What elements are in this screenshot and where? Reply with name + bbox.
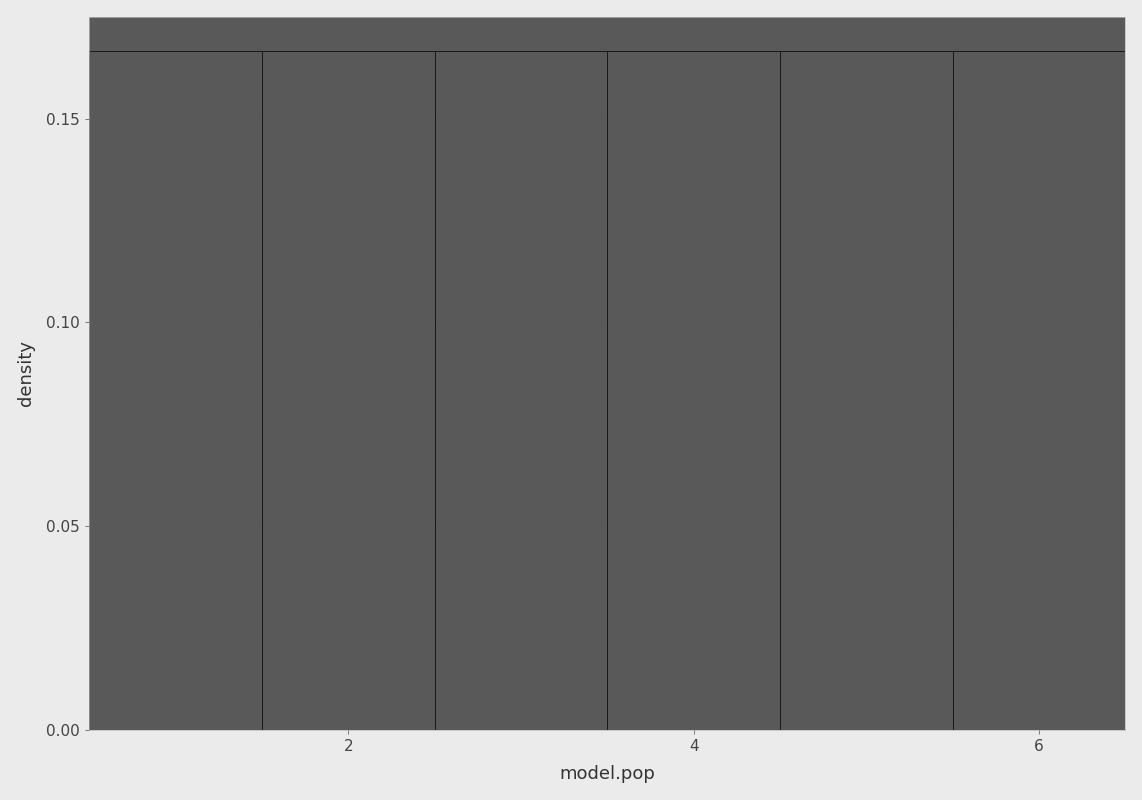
- Bar: [89, 50, 262, 730]
- Y-axis label: density: density: [17, 340, 34, 406]
- Bar: [608, 50, 780, 730]
- Bar: [262, 50, 435, 730]
- Bar: [780, 50, 952, 730]
- X-axis label: model.pop: model.pop: [560, 766, 656, 783]
- Bar: [952, 50, 1125, 730]
- Bar: [435, 50, 608, 730]
